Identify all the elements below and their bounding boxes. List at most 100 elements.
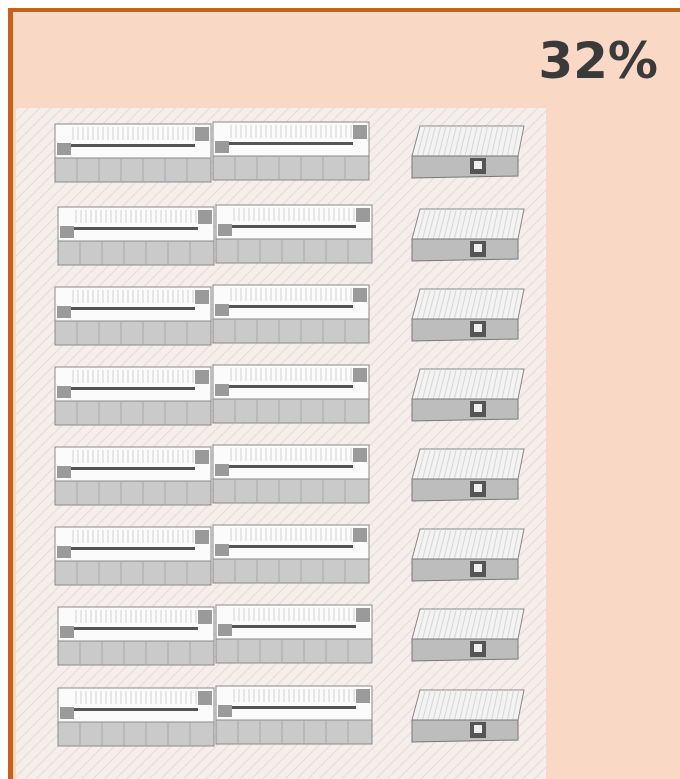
rack-ports-left (60, 626, 74, 638)
rack-rail (69, 307, 195, 310)
rack-bottom (54, 320, 212, 346)
container-window (474, 564, 482, 572)
rack-unit (215, 685, 373, 745)
rack-ports-left (215, 304, 229, 316)
container-rib (443, 288, 452, 320)
container-rib (422, 368, 431, 400)
container-rib (459, 288, 468, 320)
container-rib (491, 125, 499, 157)
rack-rail (69, 144, 195, 147)
container-front (411, 638, 519, 662)
container-rib (459, 448, 468, 480)
container-rib (506, 368, 515, 400)
rack-ports-right (353, 125, 367, 139)
container-rib (506, 448, 515, 480)
rack-ports-right (195, 370, 209, 384)
container-rib (438, 208, 447, 240)
container-front (411, 318, 519, 342)
card-left-border (8, 8, 13, 779)
rack-bottom (215, 638, 373, 664)
rack-bottom (54, 400, 212, 426)
container-rib (464, 125, 473, 157)
container-rib (459, 368, 468, 400)
container-rib (491, 528, 499, 560)
container-window (474, 324, 482, 332)
container-rib (416, 125, 426, 157)
container-rib (427, 528, 437, 560)
container-rib (501, 125, 509, 157)
container-rib (506, 125, 515, 157)
rack-unit (215, 204, 373, 264)
container-rib (491, 208, 499, 240)
rack-ports-left (57, 306, 71, 318)
rack-rail (227, 142, 353, 145)
container-rib (416, 288, 426, 320)
container-rib (464, 608, 473, 640)
container-rib (453, 368, 463, 400)
rack-ports-right (356, 208, 370, 222)
container-rib (512, 125, 520, 157)
rack-bottom (54, 480, 212, 506)
container-rib (453, 528, 463, 560)
container-rib (438, 288, 447, 320)
container-rib (512, 528, 520, 560)
container-front (411, 558, 519, 582)
container-rib (427, 125, 437, 157)
container-rib (432, 368, 442, 400)
rack-ports-left (218, 705, 232, 717)
rack-ports-right (195, 450, 209, 464)
rack-rail (230, 706, 356, 709)
container-rib (448, 448, 457, 480)
container-front (411, 719, 519, 743)
rack-rail (72, 227, 198, 230)
container-rib (459, 208, 468, 240)
container-rib (496, 608, 504, 640)
container-rib (485, 448, 494, 480)
rack-ports-left (215, 141, 229, 153)
container-rib (432, 528, 442, 560)
container-rib (491, 448, 499, 480)
rack-bottom (215, 238, 373, 264)
rack-rail (72, 708, 198, 711)
container-rib (443, 448, 452, 480)
container-rib (422, 608, 431, 640)
container-rib (459, 689, 468, 721)
container-unit (411, 608, 525, 662)
rack-unit (54, 286, 212, 346)
rack-ports-right (353, 368, 367, 382)
rack-ports-left (60, 707, 74, 719)
percent-label: 32% (538, 32, 658, 90)
rack-unit (212, 444, 370, 504)
container-rib (469, 208, 478, 240)
container-front (411, 478, 519, 502)
container-rib (491, 368, 499, 400)
container-unit (411, 528, 525, 582)
rack-ports-right (353, 528, 367, 542)
container-rib (432, 208, 442, 240)
rack-unit (215, 604, 373, 664)
container-rib (480, 208, 489, 240)
container-window (474, 161, 482, 169)
container-rib (496, 368, 504, 400)
container-unit (411, 288, 525, 342)
container-rib (464, 208, 473, 240)
container-rib (475, 208, 483, 240)
container-rib (469, 608, 478, 640)
container-rib (469, 368, 478, 400)
container-rib (485, 208, 494, 240)
container-rib (422, 125, 431, 157)
container-window (474, 644, 482, 652)
container-rib (443, 608, 452, 640)
container-rib (438, 608, 447, 640)
container-rib (480, 528, 489, 560)
container-rib (506, 288, 515, 320)
container-rib (459, 528, 468, 560)
container-unit (411, 125, 525, 179)
container-rib (459, 608, 468, 640)
container-rib (501, 288, 509, 320)
container-rib (422, 208, 431, 240)
container-rib (427, 689, 437, 721)
container-rib (512, 368, 520, 400)
container-rib (438, 528, 447, 560)
